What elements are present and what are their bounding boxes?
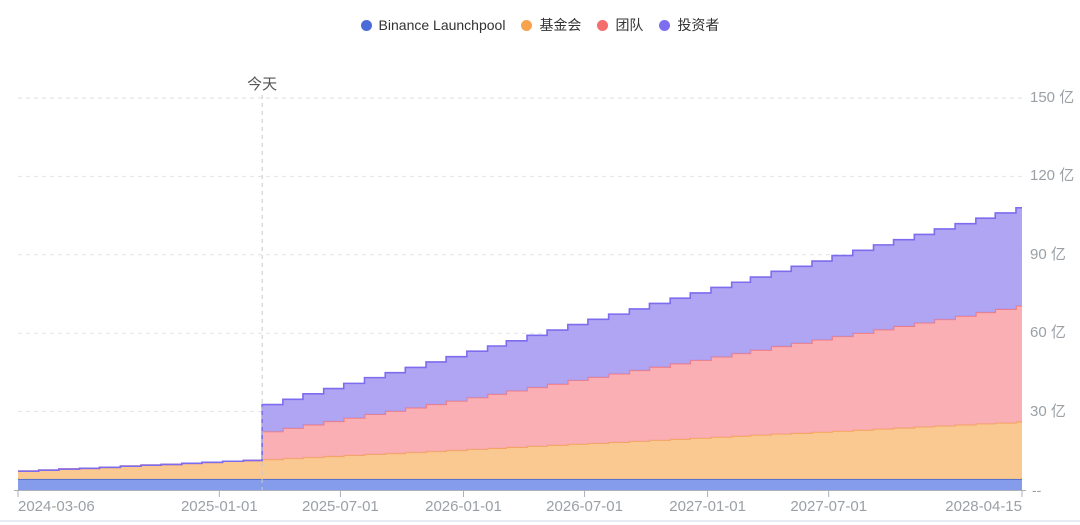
legend-item-team[interactable]: 团队 [597, 18, 643, 32]
x-axis-tick-6: 2027-07-01 [790, 498, 868, 515]
y-axis-tick-150: 150 亿 [1030, 89, 1075, 106]
legend-label: 基金会 [539, 17, 582, 33]
legend-label: 投资者 [677, 17, 720, 33]
bottom-divider [0, 520, 1080, 522]
today-label: 今天 [247, 76, 278, 93]
x-axis-tick-0: 2024-03-06 [18, 498, 95, 515]
y-axis-zero-marker: -- [1032, 482, 1042, 498]
x-axis-tick-1: 2025-01-01 [180, 498, 258, 515]
investors-swatch-icon [659, 19, 671, 31]
legend-item-foundation[interactable]: 基金会 [521, 18, 581, 32]
legend-label: Binance Launchpool [378, 17, 506, 33]
foundation-swatch-icon [521, 19, 533, 31]
chart-legend: Binance Launchpool 基金会 团队 投资者 [0, 18, 1080, 32]
y-axis-tick-120: 120 亿 [1030, 167, 1075, 185]
legend-label: 团队 [615, 17, 644, 33]
y-axis-tick-90: 90 亿 [1030, 245, 1066, 263]
x-axis-tick-2: 2025-07-01 [302, 498, 379, 515]
x-axis-tick-5: 2027-01-01 [669, 498, 746, 515]
y-axis-tick-60: 60 亿 [1030, 324, 1066, 342]
x-axis-tick-3: 2026-01-01 [425, 498, 502, 515]
legend-item-binance-launchpool[interactable]: Binance Launchpool [360, 17, 506, 33]
y-axis-tick-30: 30 亿 [1030, 402, 1066, 420]
x-axis-tick-7: 2028-04-15 [945, 498, 1022, 515]
team-swatch-icon [597, 19, 609, 31]
x-axis-tick-4: 2026-07-01 [546, 498, 623, 515]
legend-item-investors[interactable]: 投资者 [659, 18, 719, 32]
binance-launchpool-swatch-icon [360, 19, 372, 31]
